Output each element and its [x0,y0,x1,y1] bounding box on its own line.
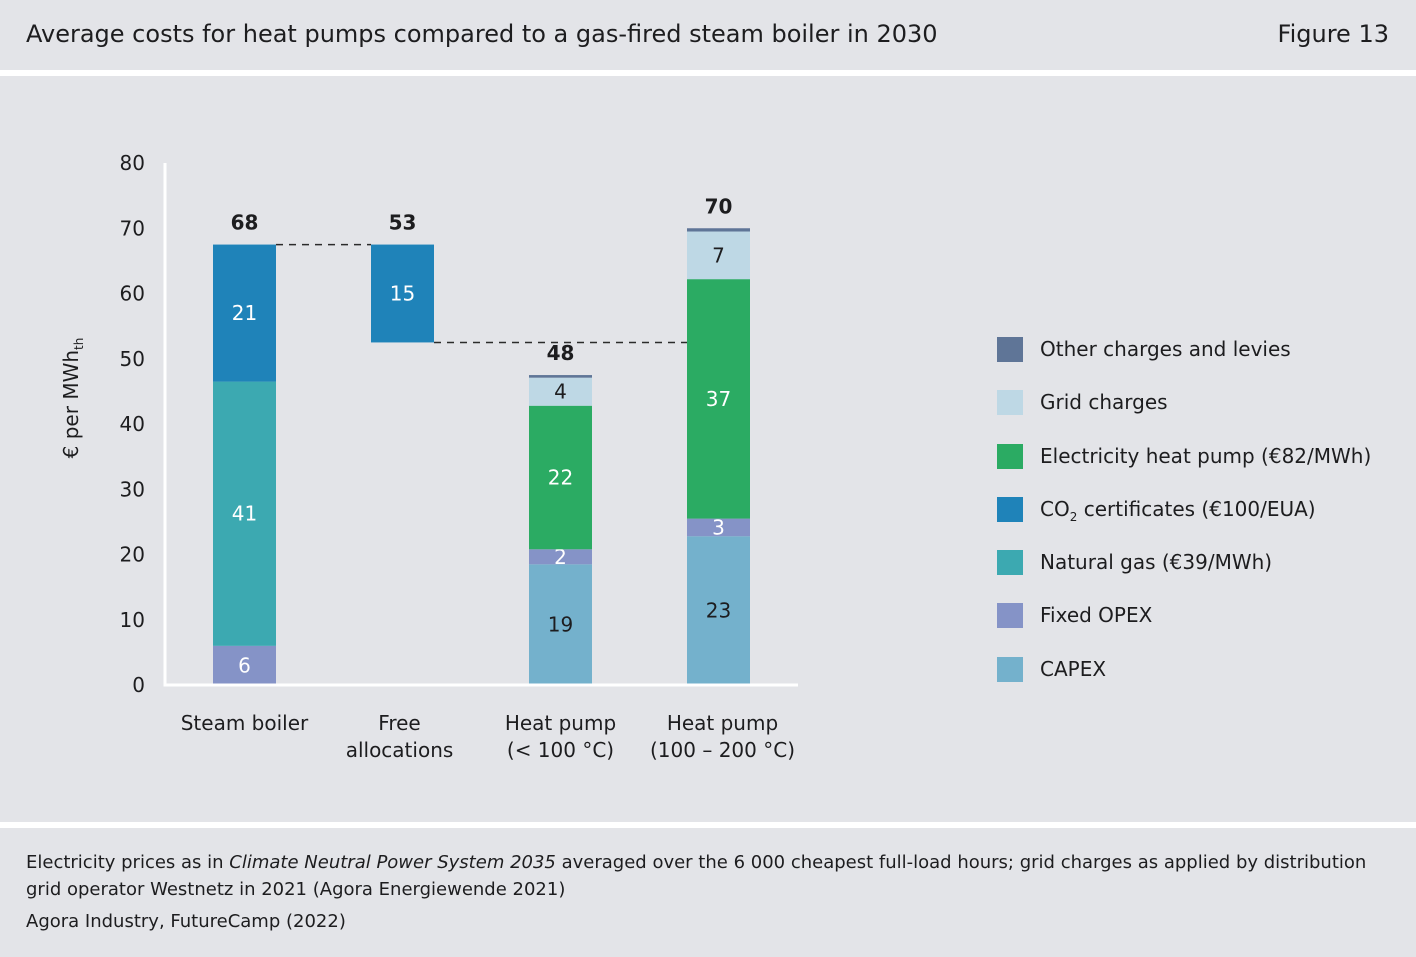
figure-header: Average costs for heat pumps compared to… [0,0,1416,70]
footnote: Electricity prices as in Climate Neutral… [26,849,1386,903]
segment-value-label: 4 [554,380,567,404]
y-axis-title: € per MWhth [59,338,86,459]
bar-total-label: 70 [705,194,733,218]
bar-total-label: 68 [231,211,259,235]
legend-swatch-gas [997,550,1023,576]
y-tick-label: 30 [120,477,145,501]
footnote-text-start: Electricity prices as in [26,852,230,873]
legend-text: CAPEX [1040,656,1107,681]
legend-subscript: 2 [1069,509,1078,524]
x-category-label: Steam boiler [181,711,309,735]
legend-swatch-grid [997,390,1023,416]
bar-segment-opex [213,645,276,685]
legend-label-other: Other charges and levies [1040,337,1291,361]
y-tick-label: 40 [120,412,145,436]
segment-value-label: 23 [706,599,731,623]
legend-text: Grid charges [1040,390,1168,415]
legend-label-opex: Fixed OPEX [1040,603,1152,627]
segment-value-label: 2 [554,545,567,569]
bar-segment-capex [529,564,592,685]
source-note: Agora Industry, FutureCamp (2022) [26,911,346,932]
bar-segment-electricity [529,405,592,550]
legend-swatch-electricity [997,443,1023,469]
y-axis-title-main: € per MWh [59,350,83,458]
segment-value-label: 3 [712,515,725,539]
segment-value-label: 22 [548,466,573,490]
bar-segment-opex [529,549,592,565]
legend-text: certificates (€100/EUA) [1077,496,1316,521]
legend-text: Fixed OPEX [1040,603,1153,628]
legend-text: Electricity heat pump (€82/MWh) [1040,443,1372,468]
x-category-label: (< 100 °C) [507,738,614,762]
bar-segment-capex [687,536,750,685]
x-category-label: Heat pump [505,711,616,735]
header-divider [0,70,1416,76]
legend-text: CO [1040,496,1070,521]
legend-swatch-other [997,337,1023,362]
bar-segment-opex [687,518,750,537]
stacked-bar-chart: 0 10 20 30 40 50 60 70 80 € per MWhth 6 41 21 68 Steam… [59,151,798,762]
bar-total-label: 48 [547,341,575,365]
bar-segment-other [687,228,750,232]
footnote-text-end: averaged over the 6 000 cheapest full-lo… [26,852,1367,900]
y-tick-label: 20 [120,543,145,567]
figure-title: Average costs for heat pumps compared to… [26,20,938,48]
legend-swatch-opex [997,603,1023,629]
x-category-label: allocations [346,738,454,762]
segment-value-label: 19 [548,613,573,637]
legend-label-gas: Natural gas (€39/MWh) [1040,550,1272,574]
y-tick-label: 10 [120,608,145,632]
legend-label-co2: CO2 certificates (€100/EUA) [1040,497,1316,529]
y-tick-label: 60 [120,282,145,306]
x-category-label: Free [378,711,420,735]
x-category-label: Heat pump [667,711,778,735]
y-tick-label: 80 [120,151,145,175]
legend-label-capex: CAPEX [1040,657,1106,681]
segment-value-label: 15 [390,282,415,306]
bar-segment-grid [529,377,592,406]
y-axis-title-subscript: th [72,338,86,350]
bar-segment-other [529,375,592,378]
segment-value-label: 6 [238,653,251,677]
figure-number: Figure 13 [1277,20,1389,48]
legend-text: Other charges and levies [1040,337,1291,361]
legend-swatch-capex [997,656,1023,682]
bar-segment-gas [213,381,276,646]
y-tick-label: 0 [132,673,145,697]
footnote-italic-title: Climate Neutral Power System 2035 [229,852,556,873]
legend-swatch-co2 [997,496,1023,522]
legend-label-grid: Grid charges [1040,390,1168,414]
segment-value-label: 7 [712,243,725,267]
y-tick-label: 70 [120,216,145,240]
bar-segment-co2 [213,244,276,382]
x-category-label: (100 – 200 °C) [650,738,795,762]
bar-segment-grid [687,231,750,280]
legend-label-electricity: Electricity heat pump (€82/MWh) [1040,444,1371,468]
bar-segment-electricity [687,279,750,519]
bar-segment-co2 [371,244,434,343]
segment-value-label: 21 [232,301,257,325]
bar-total-label: 53 [389,211,417,235]
y-tick-label: 50 [120,347,145,371]
legend-text: Natural gas (€39/MWh) [1040,550,1273,575]
segment-value-label: 41 [232,502,257,526]
footer-divider [0,822,1416,828]
segment-value-label: 37 [706,387,731,411]
